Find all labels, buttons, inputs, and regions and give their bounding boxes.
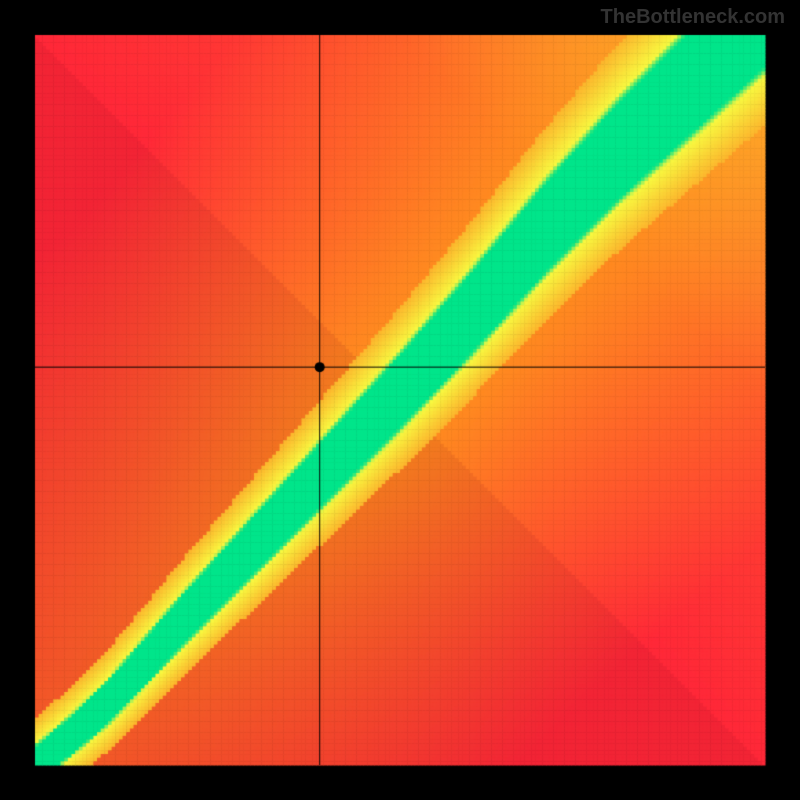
- watermark-text: TheBottleneck.com: [601, 6, 785, 29]
- bottleneck-heatmap: [0, 0, 800, 800]
- heatmap-canvas: [0, 0, 800, 800]
